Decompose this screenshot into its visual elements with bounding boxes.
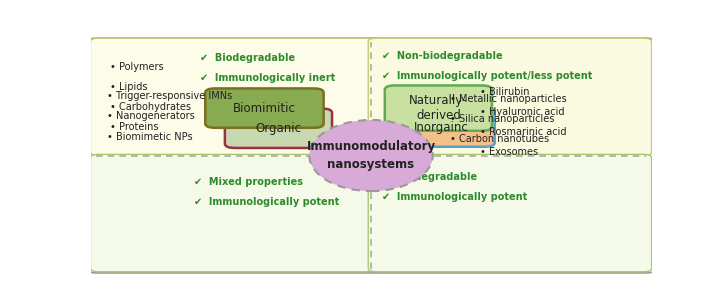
Text: • Rosmarinic acid: • Rosmarinic acid — [481, 127, 567, 137]
Text: • Nanogenerators: • Nanogenerators — [107, 111, 195, 121]
Text: • Trigger-responsive IMNs: • Trigger-responsive IMNs — [107, 91, 232, 101]
FancyBboxPatch shape — [90, 154, 374, 272]
Text: Biomimitic: Biomimitic — [233, 102, 296, 115]
Text: ✔  Immunologically potent: ✔ Immunologically potent — [194, 197, 340, 207]
FancyBboxPatch shape — [205, 88, 324, 128]
Text: Inorgainc: Inorgainc — [414, 120, 468, 134]
Text: ✔  Biodegradable: ✔ Biodegradable — [382, 172, 477, 182]
Text: ✔  Immunologically potent/less potent: ✔ Immunologically potent/less potent — [382, 71, 593, 81]
Text: • Carbon nanotubes: • Carbon nanotubes — [450, 134, 549, 144]
FancyBboxPatch shape — [88, 38, 654, 273]
Text: Immunomodulatory
nanosystems: Immunomodulatory nanosystems — [306, 140, 436, 171]
Text: • Bilirubin: • Bilirubin — [481, 87, 530, 96]
FancyBboxPatch shape — [369, 154, 652, 272]
FancyBboxPatch shape — [387, 107, 494, 147]
FancyBboxPatch shape — [369, 38, 652, 156]
Text: ✔  Immunologically potent: ✔ Immunologically potent — [382, 192, 528, 202]
Text: Naturally-
derived: Naturally- derived — [409, 94, 468, 122]
Text: • Metallic nanoparticles: • Metallic nanoparticles — [450, 94, 566, 103]
Text: • Lipids: • Lipids — [110, 82, 148, 92]
Ellipse shape — [309, 120, 433, 191]
Text: • Biomimetic NPs: • Biomimetic NPs — [107, 132, 193, 142]
Text: • Silica nanoparticles: • Silica nanoparticles — [450, 114, 554, 124]
Text: • Carbohydrates: • Carbohydrates — [110, 102, 191, 112]
Text: ✔  Mixed properties: ✔ Mixed properties — [194, 176, 303, 187]
FancyBboxPatch shape — [90, 38, 374, 156]
Text: • Proteins: • Proteins — [110, 122, 159, 132]
FancyBboxPatch shape — [384, 85, 492, 131]
Text: Organic: Organic — [256, 122, 301, 135]
Text: • Exosomes: • Exosomes — [481, 147, 539, 157]
FancyBboxPatch shape — [225, 109, 332, 148]
Text: ✔  Immunologically inert: ✔ Immunologically inert — [200, 74, 335, 83]
Text: ✔  Biodegradable: ✔ Biodegradable — [200, 53, 295, 63]
Text: • Polymers: • Polymers — [110, 62, 164, 71]
Text: • Hyaluronic acid: • Hyaluronic acid — [481, 107, 565, 117]
Text: ✔  Non-biodegradable: ✔ Non-biodegradable — [382, 51, 503, 61]
